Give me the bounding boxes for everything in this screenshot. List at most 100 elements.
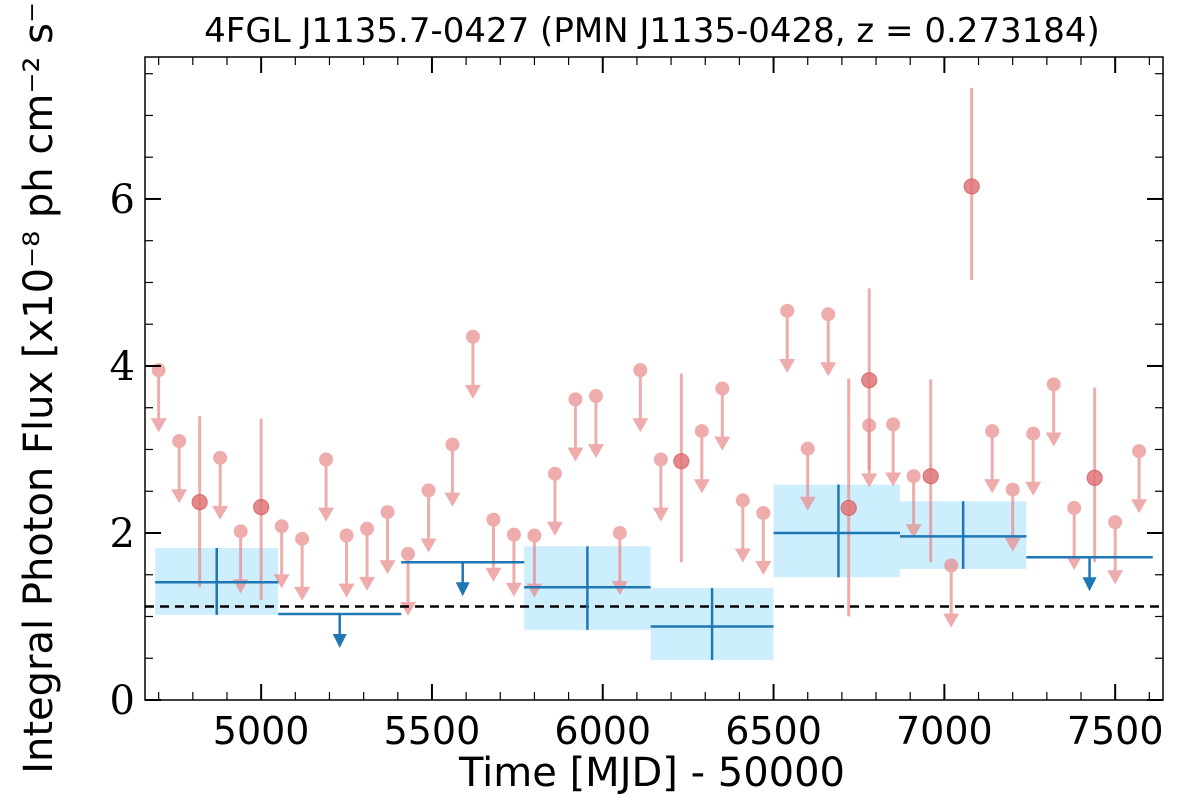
short-ul-arrow (1107, 570, 1124, 585)
y-tick-label: 2 (110, 511, 135, 557)
short-upper-limit-38 (1066, 500, 1083, 571)
short-upper-limit-7 (338, 528, 355, 598)
short-ul-point (295, 531, 310, 546)
short-ul-arrow (984, 479, 1001, 494)
short-ul-arrow (359, 576, 376, 591)
short-ul-arrow (318, 507, 335, 522)
short-det-point (922, 468, 939, 485)
short-upper-limit-11 (420, 483, 437, 553)
short-upper-limit-28 (799, 441, 816, 511)
short-ul-arrow (1066, 556, 1083, 571)
short-detection-6 (963, 87, 980, 280)
short-ul-point (360, 521, 375, 536)
long-upper-limit-0 (278, 612, 402, 648)
short-ul-point (694, 424, 709, 439)
short-ul-arrow (294, 586, 311, 601)
axes (144, 56, 1164, 701)
short-det-point (840, 499, 857, 517)
short-upper-limit-15 (505, 527, 522, 597)
y-tick-label: 0 (110, 678, 135, 724)
short-ul-point (465, 329, 480, 344)
short-ul-arrow (400, 601, 417, 616)
short-ul-point (547, 466, 562, 481)
short-ul-point (633, 363, 648, 378)
short-ul-point (486, 512, 501, 527)
short-upper-limit-24 (714, 381, 731, 451)
short-ul-arrow (444, 492, 461, 507)
short-ul-point (172, 434, 187, 449)
short-ul-arrow (885, 472, 902, 487)
short-ul-point (401, 546, 416, 561)
short-ul-arrow (464, 384, 481, 399)
short-ul-arrow (1131, 499, 1148, 514)
short-upper-limit-0 (150, 363, 167, 433)
short-ul-point (380, 505, 395, 520)
short-ul-point (653, 452, 668, 467)
short-ul-point (568, 392, 583, 407)
short-ul-point (715, 381, 730, 396)
short-ul-arrow (171, 489, 188, 504)
x-tick-label: 6500 (725, 709, 822, 753)
short-ul-point (233, 524, 248, 539)
short-upper-limit-8 (359, 521, 376, 591)
short-ul-arrow (734, 548, 751, 563)
short-ul-arrow (905, 524, 922, 539)
short-ul-point (506, 527, 521, 542)
short-ul-arrow (652, 507, 669, 522)
short-ul-point (800, 441, 815, 456)
tick-labels: 5000 5500 6000 6500 7000 7500 0 2 4 6 (110, 177, 1164, 753)
short-upper-limit-12 (444, 437, 461, 507)
short-upper-limit-31 (885, 417, 902, 487)
short-ul-point (319, 452, 334, 467)
short-upper-limit-32 (905, 469, 922, 539)
short-bin-series (150, 87, 1148, 628)
short-upper-limit-21 (632, 363, 649, 433)
short-ul-point (1108, 515, 1123, 530)
short-ul-arrow (861, 473, 878, 488)
short-detection-3 (840, 378, 857, 617)
short-detection-0 (191, 416, 208, 588)
short-upper-limit-35 (1004, 482, 1021, 552)
short-ul-point (886, 417, 901, 432)
short-ul-arrow (1045, 432, 1062, 447)
long-ul-arrow (455, 582, 470, 597)
x-tick-label: 7500 (1067, 709, 1164, 753)
short-ul-point (821, 307, 836, 322)
short-upper-limit-22 (652, 452, 669, 522)
short-ul-point (527, 528, 542, 543)
short-ul-point (1132, 444, 1147, 459)
short-ul-arrow (273, 574, 290, 589)
short-ul-point (213, 450, 228, 465)
short-upper-limit-13 (464, 329, 481, 399)
short-upper-limit-25 (734, 493, 751, 563)
short-upper-limit-17 (546, 466, 563, 536)
short-ul-arrow (587, 444, 604, 459)
short-detection-1 (253, 418, 270, 600)
short-detection-2 (673, 373, 690, 563)
short-ul-point (588, 389, 603, 404)
short-ul-point (944, 558, 959, 573)
short-ul-arrow (1004, 537, 1021, 552)
short-ul-point (1005, 482, 1020, 497)
long-ul-arrow (1082, 577, 1097, 592)
short-det-point (963, 178, 980, 195)
short-upper-limit-19 (587, 389, 604, 459)
short-ul-point (274, 519, 289, 534)
short-ul-point (1046, 377, 1061, 392)
short-ul-arrow (1025, 481, 1042, 496)
short-ul-arrow (943, 613, 960, 628)
short-det-point (673, 453, 690, 470)
short-upper-limit-36 (1025, 426, 1042, 496)
short-det-point (253, 499, 270, 516)
short-upper-limit-37 (1045, 377, 1062, 447)
short-detection-5 (922, 379, 939, 563)
short-ul-point (985, 424, 1000, 439)
y-tick-label: 4 (110, 344, 135, 390)
short-det-point (861, 372, 878, 389)
short-ul-point (339, 528, 354, 543)
short-upper-limit-40 (1131, 444, 1148, 514)
short-ul-arrow (379, 560, 396, 575)
short-ul-point (735, 493, 750, 508)
short-ul-arrow (485, 567, 502, 582)
short-upper-limit-18 (567, 392, 584, 462)
